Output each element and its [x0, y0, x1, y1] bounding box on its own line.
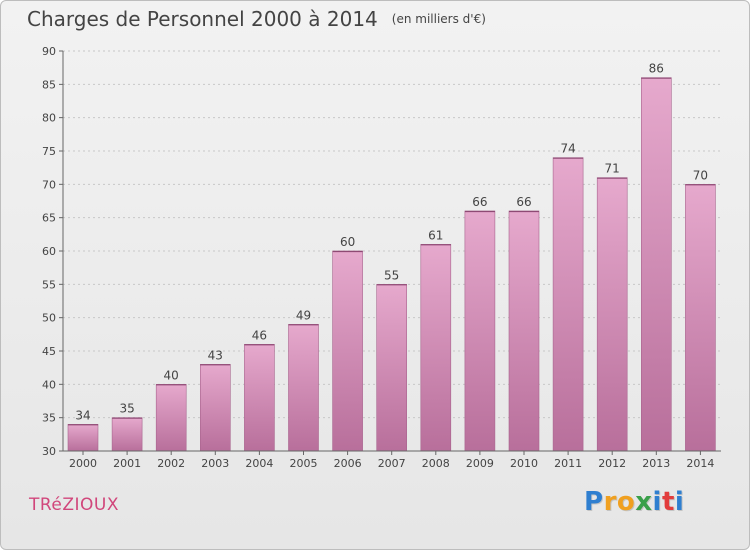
bar-value-label: 40 — [164, 368, 179, 382]
x-tick-label: 2000 — [69, 457, 97, 470]
bar-value-label: 70 — [693, 168, 708, 182]
y-tick-label: 80 — [42, 112, 56, 125]
bar-value-label: 35 — [119, 402, 134, 416]
x-tick-label: 2001 — [113, 457, 141, 470]
logo-letter: o — [616, 487, 636, 517]
x-tick-label: 2004 — [245, 457, 273, 470]
logo-letter: P — [584, 487, 604, 517]
x-tick-label: 2008 — [422, 457, 450, 470]
x-tick-label: 2009 — [466, 457, 494, 470]
bar-value-label: 34 — [75, 408, 90, 422]
bar-value-label: 86 — [649, 62, 664, 76]
x-tick-label: 2006 — [334, 457, 362, 470]
logo-letter: t — [661, 487, 675, 517]
logo-letter: x — [635, 487, 653, 517]
bar-value-label: 60 — [340, 235, 355, 249]
chart-title: Charges de Personnel 2000 à 2014 — [27, 7, 378, 31]
logo-letter: i — [652, 487, 662, 517]
bar-2005[interactable] — [288, 324, 319, 452]
bar-value-label: 71 — [605, 162, 620, 176]
logo-letter: i — [674, 487, 685, 517]
x-tick-label: 2005 — [290, 457, 318, 470]
x-tick-label: 2011 — [554, 457, 582, 470]
bar-2006[interactable] — [332, 250, 363, 452]
chart-subtitle: (en milliers d'€) — [391, 12, 486, 26]
proxiti-logo[interactable]: Proxiti — [584, 487, 684, 517]
bar-value-label: 74 — [560, 142, 575, 156]
bar-value-label: 66 — [472, 195, 487, 209]
x-tick-label: 2014 — [686, 457, 714, 470]
bar-value-label: 43 — [208, 348, 223, 362]
bar-2002[interactable] — [155, 384, 187, 452]
bar-2004[interactable] — [244, 344, 275, 452]
bar-2001[interactable] — [111, 417, 143, 452]
y-tick-label: 50 — [42, 312, 56, 325]
bar-value-label: 55 — [384, 268, 399, 282]
title-row: Charges de Personnel 2000 à 2014 (en mill… — [27, 7, 486, 31]
bar-value-label: 49 — [296, 308, 311, 322]
bar-2000[interactable] — [67, 424, 99, 452]
bar-2003[interactable] — [200, 364, 231, 452]
bars-layer: 34 35 40 43 46 49 60 55 61 66 66 74 71 86 70 — [67, 62, 716, 452]
bar-2011[interactable] — [552, 157, 584, 452]
y-tick-label: 55 — [42, 278, 56, 291]
bar-value-label: 66 — [516, 195, 531, 209]
bar-2009[interactable] — [464, 210, 496, 452]
y-tick-label: 45 — [42, 345, 56, 358]
y-tick-label: 85 — [42, 78, 56, 91]
commune-name: TRéZIOUX — [29, 495, 120, 515]
y-tick-label: 30 — [42, 445, 56, 458]
logo-letter: r — [603, 487, 617, 517]
x-tick-label: 2003 — [201, 457, 229, 470]
x-tick-label: 2013 — [642, 457, 670, 470]
y-tick-label: 35 — [42, 412, 56, 425]
bar-2008[interactable] — [420, 244, 452, 452]
x-tick-label: 2002 — [157, 457, 185, 470]
x-tick-label: 2012 — [598, 457, 626, 470]
y-tick-label: 60 — [42, 245, 56, 258]
y-tick-label: 65 — [42, 212, 56, 225]
bar-value-label: 46 — [252, 328, 267, 342]
x-tick-label: 2010 — [510, 457, 538, 470]
x-tick-label: 2007 — [378, 457, 406, 470]
bar-2012[interactable] — [596, 177, 628, 452]
bar-value-label: 61 — [428, 228, 443, 242]
bar-2007[interactable] — [376, 284, 408, 452]
y-tick-label: 70 — [42, 178, 56, 191]
axis-layer: 30 35 40 45 50 55 60 65 70 75 80 85 90 2000 2001 2002 20… — [42, 45, 721, 470]
y-tick-label: 90 — [42, 45, 56, 58]
bar-2013[interactable] — [640, 77, 672, 452]
y-tick-label: 75 — [42, 145, 56, 158]
bar-2010[interactable] — [508, 210, 540, 452]
bar-2014[interactable] — [685, 184, 716, 452]
y-tick-label: 40 — [42, 378, 56, 391]
